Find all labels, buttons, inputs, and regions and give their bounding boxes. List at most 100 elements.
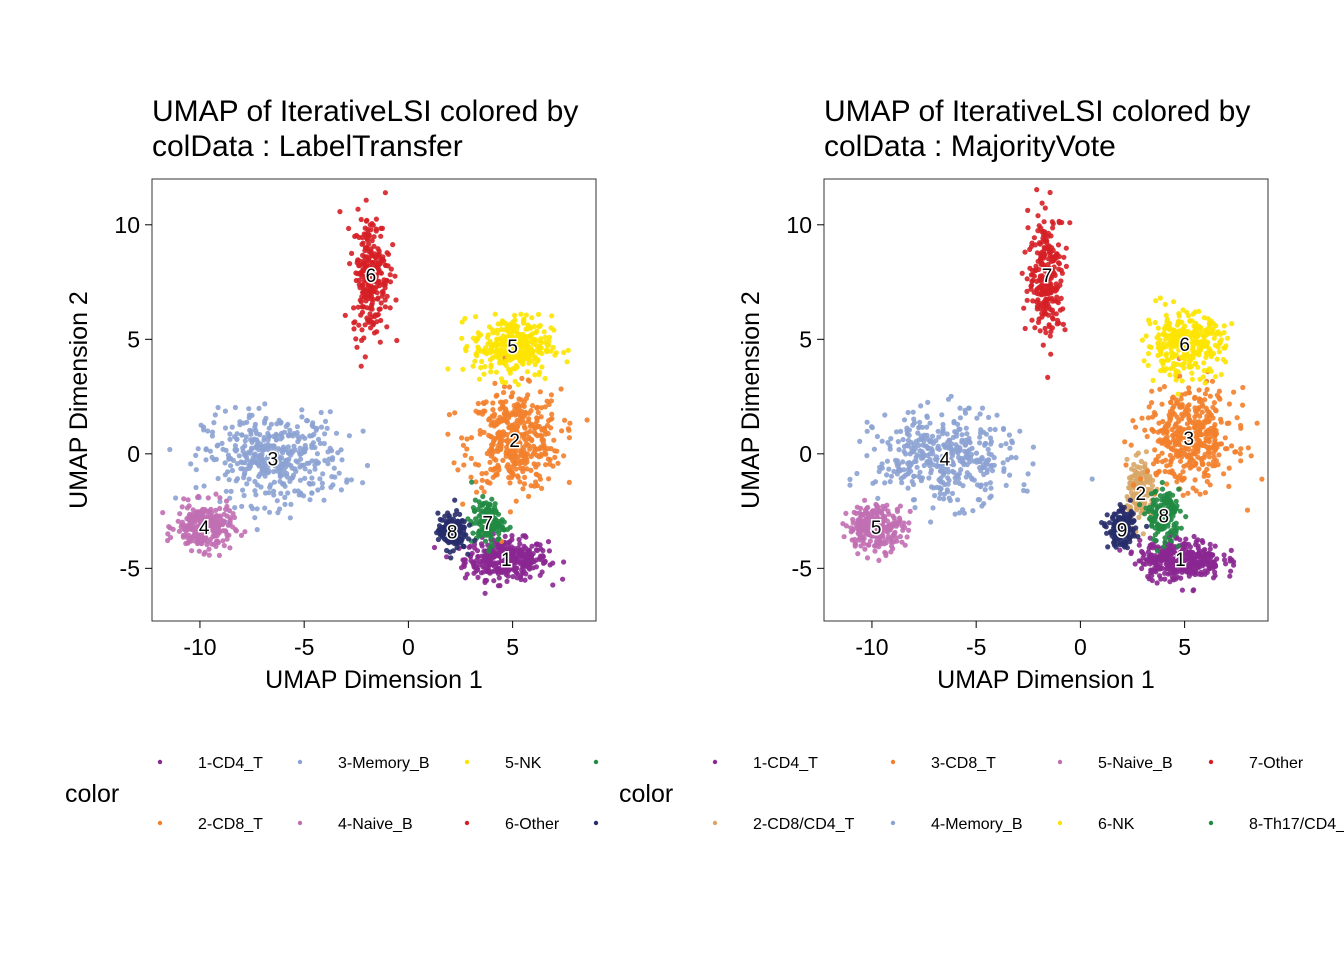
- point: [528, 453, 534, 460]
- point: [370, 222, 376, 228]
- point: [282, 501, 288, 507]
- point: [484, 334, 491, 340]
- point: [987, 435, 994, 441]
- point: [1036, 223, 1042, 229]
- point: [356, 234, 362, 240]
- point: [475, 410, 482, 416]
- point: [472, 461, 479, 467]
- point: [525, 326, 531, 332]
- point: [358, 216, 364, 223]
- point: [262, 401, 268, 407]
- point: [278, 419, 284, 425]
- point: [940, 431, 946, 437]
- point: [490, 527, 496, 533]
- point: [217, 499, 223, 505]
- point: [490, 419, 496, 425]
- point: [1207, 541, 1213, 548]
- point: [1017, 428, 1023, 434]
- point: [488, 369, 494, 375]
- point: [528, 483, 534, 489]
- point: [1211, 400, 1217, 406]
- point: [1123, 462, 1129, 468]
- point: [461, 531, 467, 537]
- point: [302, 435, 308, 441]
- cluster-label-2: 2: [509, 431, 520, 452]
- point: [228, 463, 234, 469]
- point: [446, 513, 452, 519]
- point: [233, 448, 239, 454]
- point: [274, 421, 280, 427]
- point: [468, 455, 474, 461]
- point: [327, 445, 333, 451]
- point: [360, 480, 366, 486]
- point: [213, 507, 219, 513]
- point: [1034, 250, 1040, 256]
- point: [907, 508, 913, 514]
- point: [1030, 272, 1036, 278]
- point: [1111, 540, 1117, 546]
- point: [548, 425, 554, 431]
- point: [283, 423, 289, 429]
- point: [840, 521, 846, 527]
- point: [1223, 343, 1229, 349]
- point: [276, 465, 282, 472]
- point: [229, 467, 235, 474]
- point: [876, 557, 882, 564]
- point: [1140, 531, 1146, 537]
- point: [509, 533, 515, 539]
- point: [1226, 465, 1232, 471]
- point: [912, 445, 918, 452]
- point: [317, 476, 323, 482]
- point: [507, 509, 513, 515]
- point: [1157, 346, 1163, 352]
- point: [1031, 235, 1037, 241]
- point: [1204, 551, 1210, 558]
- point: [298, 456, 304, 462]
- point: [1171, 471, 1177, 477]
- point: [513, 345, 519, 351]
- point: [547, 461, 553, 467]
- point: [307, 469, 313, 475]
- point: [537, 572, 543, 578]
- point: [367, 305, 373, 311]
- point: [478, 365, 484, 371]
- point: [1174, 479, 1180, 485]
- point: [234, 436, 240, 442]
- point: [1057, 307, 1063, 313]
- point: [1003, 482, 1009, 488]
- point: [462, 315, 468, 322]
- point: [528, 350, 534, 356]
- point: [459, 435, 465, 441]
- point: [237, 422, 243, 428]
- point: [978, 483, 984, 490]
- point: [309, 490, 315, 496]
- point: [247, 450, 253, 456]
- point: [1218, 371, 1224, 378]
- point: [509, 390, 516, 396]
- point: [198, 520, 204, 526]
- point: [371, 278, 377, 284]
- point: [1032, 267, 1038, 273]
- point: [470, 363, 476, 369]
- point: [1194, 551, 1200, 557]
- point: [364, 246, 370, 252]
- point: [499, 318, 505, 324]
- point: [1129, 466, 1135, 472]
- point: [513, 445, 520, 452]
- point: [364, 268, 370, 274]
- point: [560, 576, 566, 582]
- point: [1144, 468, 1151, 474]
- point: [525, 392, 531, 398]
- point: [494, 471, 500, 477]
- point: [910, 409, 916, 415]
- point: [364, 462, 371, 469]
- point: [985, 446, 991, 452]
- legend-key: [157, 820, 163, 826]
- point: [239, 432, 245, 438]
- point: [355, 258, 361, 264]
- point: [1152, 489, 1158, 495]
- point: [390, 242, 396, 248]
- point: [203, 446, 209, 452]
- point: [912, 505, 918, 511]
- point: [360, 261, 366, 267]
